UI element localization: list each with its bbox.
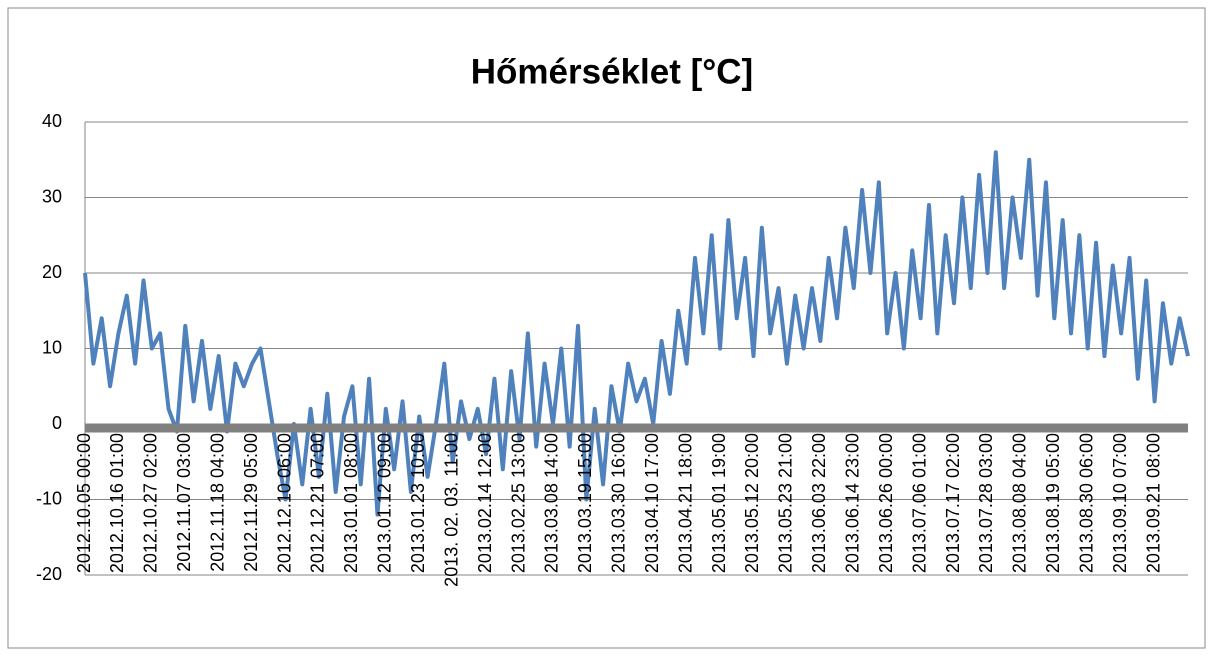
temperature-line — [83, 150, 1190, 517]
x-tick-label: 2013.03.30 16:00 — [609, 433, 629, 573]
y-tick-label: -10 — [36, 488, 62, 508]
y-tick-label: 10 — [42, 337, 62, 357]
x-tick-label: 2013.01.23 10:00 — [408, 433, 428, 573]
x-tick-label: 2012.11.29 05:00 — [241, 433, 261, 572]
x-tick-label: 2013.03.19 15:00 — [575, 433, 595, 573]
x-tick-label: 2012.12.10 06:00 — [274, 433, 294, 573]
x-tick-label: 2013.06.03 22:00 — [809, 433, 829, 573]
x-tick-label: 2013.02.14 12:00 — [475, 433, 495, 573]
chart-frame — [7, 7, 1206, 649]
y-tick-label: 40 — [42, 111, 62, 131]
x-tick-label: 2013.01.01 08:00 — [341, 433, 361, 573]
x-tick-label: 2012.12.21 07:00 — [308, 433, 328, 573]
x-tick-label: 2013.04.21 18:00 — [675, 433, 695, 573]
y-tick-label: -20 — [36, 564, 62, 584]
x-tick-label: 2013.05.01 19:00 — [709, 433, 729, 573]
x-tick-label: 2013.02.25 13:00 — [508, 433, 528, 573]
x-tick-label: 2013.08.19 05:00 — [1043, 433, 1063, 573]
x-tick-label: 2013.04.10 17:00 — [642, 433, 662, 573]
x-tick-label: 2013.08.08 04:00 — [1010, 433, 1030, 573]
x-tick-label: 2013.03.08 14:00 — [542, 433, 562, 573]
y-tick-label: 20 — [42, 262, 62, 282]
x-tick-label: 2013.01.12 09:00 — [375, 433, 395, 573]
x-tick-label: 2012.11.18 04:00 — [207, 433, 227, 572]
x-tick-label: 2012.10.27 02:00 — [141, 433, 161, 573]
x-tick-label: 2013.05.23 21:00 — [776, 433, 796, 573]
x-tick-label: 2013.08.30 06:00 — [1076, 433, 1096, 573]
x-tick-label: 2012.10.16 01:00 — [107, 433, 127, 573]
x-tick-label: 2013.05.12 20:00 — [742, 433, 762, 573]
x-tick-label: 2013.06.14 23:00 — [843, 433, 863, 573]
x-tick-label: 2013. 02. 03. 11:00 — [441, 433, 461, 587]
x-tick-label: 2013.07.06 01:00 — [909, 433, 929, 573]
x-tick-label: 2013.07.28 03:00 — [976, 433, 996, 573]
x-tick-label: 2013.09.21 08:00 — [1143, 433, 1163, 573]
x-tick-label: 2013.09.10 07:00 — [1110, 433, 1130, 573]
chart-title: Hőmérséklet [°C] — [471, 52, 753, 91]
x-tick-label: 2012.10.05 00:00 — [74, 433, 94, 573]
y-tick-label: 0 — [52, 413, 62, 433]
y-tick-label: 30 — [42, 186, 62, 206]
x-tick-label: 2013.06.26 00:00 — [876, 433, 896, 573]
x-tick-label: 2012.11.07 03:00 — [174, 433, 194, 572]
x-tick-label: 2013.07.17 02:00 — [943, 433, 963, 573]
